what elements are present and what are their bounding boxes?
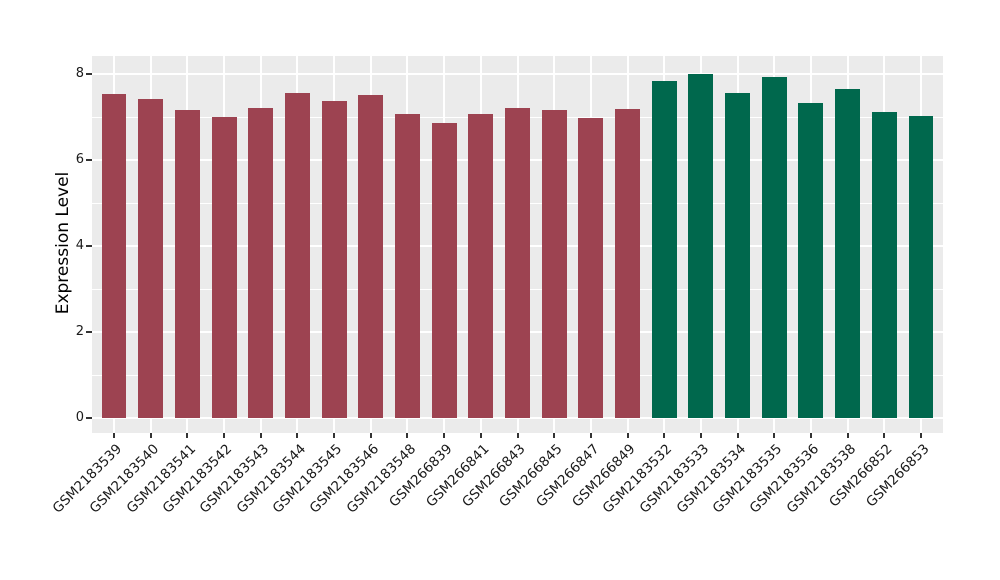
x-tick-mark (296, 433, 299, 438)
x-tick-mark (113, 433, 115, 438)
x-tick-mark (626, 433, 629, 438)
bar (908, 116, 934, 418)
x-tick-mark (333, 433, 336, 438)
x-tick-mark (883, 433, 886, 438)
bar (688, 73, 714, 418)
x-tick-mark (479, 433, 482, 438)
x-tick-mark (553, 433, 556, 438)
x-tick-mark (516, 433, 519, 438)
bar (174, 110, 200, 418)
x-tick-mark (223, 433, 226, 438)
bar (321, 101, 347, 418)
x-tick-mark (663, 433, 666, 438)
x-tick-mark (773, 433, 776, 438)
bar (211, 116, 237, 418)
bar (725, 92, 751, 418)
bar (761, 77, 787, 418)
y-tick-mark (86, 159, 92, 162)
x-tick-mark (149, 433, 152, 438)
bar (835, 89, 861, 418)
x-tick-mark (186, 433, 189, 438)
bar (505, 107, 530, 418)
bar (284, 92, 310, 418)
bar (394, 113, 420, 418)
bar (798, 102, 824, 418)
bar (578, 118, 604, 418)
bar (871, 111, 897, 418)
bar (358, 95, 384, 418)
y-tick-mark (86, 330, 92, 333)
y-tick-label: 8 (75, 66, 84, 82)
y-tick-mark (86, 245, 92, 247)
bar (431, 122, 457, 418)
bar (651, 80, 677, 418)
bar (541, 110, 567, 418)
y-tick-mark (86, 416, 92, 419)
y-tick-mark (86, 73, 92, 76)
x-tick-mark (699, 433, 702, 438)
bar (615, 109, 640, 418)
x-tick-mark (369, 433, 372, 438)
x-tick-mark (259, 433, 262, 438)
bar (468, 114, 494, 418)
x-tick-mark (736, 433, 739, 438)
x-tick-mark (406, 433, 409, 438)
bar (138, 99, 164, 418)
x-tick-mark (589, 433, 592, 438)
y-tick-label: 0 (75, 409, 84, 425)
x-tick-mark (846, 433, 849, 438)
y-tick-label: 2 (75, 323, 84, 339)
y-tick-label: 4 (75, 238, 84, 253)
x-tick-mark (919, 433, 922, 438)
x-tick-mark (809, 433, 812, 438)
x-tick-mark (443, 433, 446, 438)
y-tick-label: 6 (75, 152, 84, 168)
bar (101, 94, 127, 418)
bar (248, 108, 274, 418)
